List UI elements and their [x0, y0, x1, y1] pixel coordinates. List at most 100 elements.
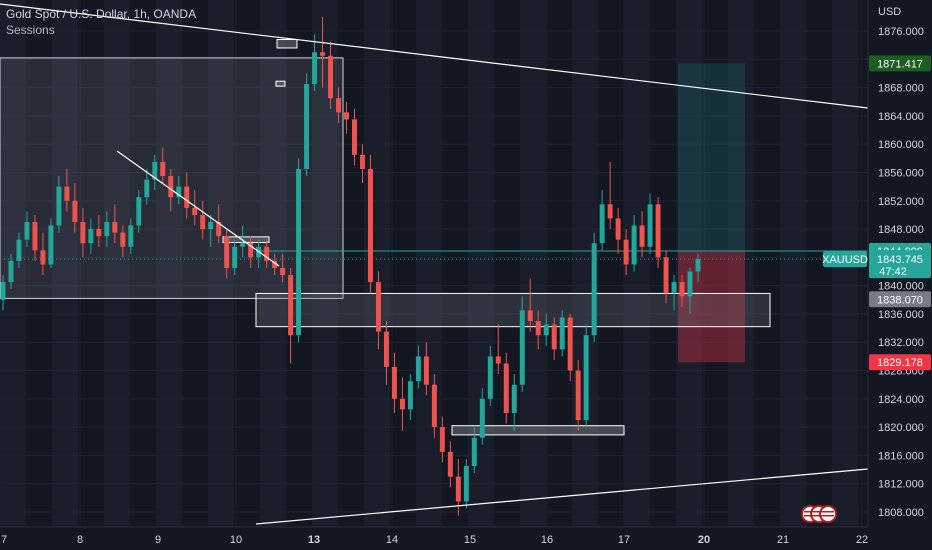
candle-body — [0, 282, 6, 300]
symbol-tag — [823, 251, 867, 268]
candle-body — [423, 356, 429, 385]
descending-trendline — [0, 3, 869, 109]
time-tick-label: 13 — [308, 534, 320, 546]
symbol-tag-label: XAUUSD — [822, 254, 868, 266]
time-tick-label: 21 — [777, 534, 789, 546]
price-tick-label: 1876.000 — [878, 26, 924, 38]
candle-body — [144, 179, 150, 198]
time-tick-label: 7 — [1, 534, 7, 546]
time-tick-label: 15 — [464, 534, 476, 546]
candle-body — [639, 225, 645, 247]
candle-body — [471, 437, 477, 467]
candle-body — [360, 154, 365, 169]
candle-body — [607, 204, 613, 219]
price-tick-label: 1824.000 — [878, 394, 924, 406]
candle-body — [487, 356, 493, 399]
candle-body — [591, 243, 597, 336]
candle-body — [511, 384, 517, 413]
price-tag — [869, 291, 931, 308]
candle-body — [24, 221, 30, 240]
candle-body — [615, 218, 621, 240]
time-tick-label: 10 — [230, 534, 242, 546]
fullscreen-toggle[interactable] — [801, 505, 837, 523]
candle-body — [136, 197, 142, 226]
drawing-layer[interactable] — [0, 38, 868, 436]
price-tick-label: 1840.000 — [878, 281, 924, 293]
time-tick-label: 20 — [698, 534, 710, 546]
candle-body — [168, 176, 174, 198]
chart-legend: Gold Spot / U.S. Dollar, 1h, OANDA Sessi… — [6, 6, 196, 38]
candle-body — [296, 168, 302, 336]
candle-body — [88, 229, 94, 244]
candle-body — [391, 366, 397, 399]
candle-body — [32, 221, 38, 251]
time-tick-label: 17 — [618, 534, 630, 546]
currency-label: USD — [878, 6, 901, 18]
candle-body — [328, 55, 334, 99]
stop-loss-zone — [678, 251, 745, 363]
symbol-title[interactable]: Gold Spot / U.S. Dollar, 1h, OANDA — [6, 7, 197, 21]
price-tick-label: 1864.000 — [878, 111, 924, 123]
candle-body — [80, 221, 86, 244]
candle-body — [535, 321, 541, 336]
candle-body — [304, 84, 310, 169]
candle-body — [495, 356, 501, 364]
current-price-label: 1843.745 — [877, 254, 923, 266]
candle-body — [208, 221, 214, 230]
flag-stripes — [804, 515, 834, 517]
candle-body — [687, 271, 693, 297]
bar-countdown-label: 47:42 — [879, 266, 907, 278]
candle-body — [527, 310, 533, 322]
candle-body — [224, 236, 230, 268]
price-tick-label: 1808.000 — [878, 507, 924, 519]
indicator-label[interactable]: Sessions — [6, 23, 55, 37]
candles-layer — [0, 16, 701, 516]
candle-body — [407, 381, 413, 410]
candle-body — [663, 257, 669, 293]
candle-body — [679, 282, 685, 297]
price-tick-label: 1848.000 — [878, 224, 924, 236]
marker-box — [276, 38, 298, 49]
candle-body — [352, 119, 357, 155]
candle-body — [56, 186, 62, 226]
candle-body — [96, 229, 102, 237]
price-tick-label: 1852.000 — [878, 196, 924, 208]
candle-body — [479, 398, 485, 438]
candle-body — [112, 221, 118, 233]
candle-body — [152, 161, 158, 180]
price-tick-label: 1832.000 — [878, 337, 924, 349]
candle-body — [240, 243, 246, 247]
marker-box — [222, 236, 270, 243]
candle-body — [599, 204, 605, 244]
candle-body — [415, 356, 421, 382]
session-band — [416, 0, 442, 527]
candle-body — [367, 168, 373, 283]
session-band — [364, 0, 390, 527]
current-price-tag — [869, 250, 931, 279]
time-tick-label: 14 — [386, 534, 398, 546]
price-tick-label: 1820.000 — [878, 422, 924, 434]
candle-body — [8, 260, 14, 283]
candle-body — [192, 207, 198, 215]
candle-body — [671, 282, 677, 293]
candle-body — [48, 225, 54, 265]
candle-body — [160, 161, 166, 177]
candle-body — [503, 363, 509, 413]
candle-body — [575, 370, 581, 421]
candle-body — [463, 466, 469, 502]
candle-body — [248, 243, 254, 258]
candle-body — [399, 398, 405, 410]
candle-body — [519, 310, 525, 385]
time-tick-label: 16 — [541, 534, 553, 546]
price-tags: 1871.4171844.8981838.0701829.1781843.745… — [822, 55, 931, 371]
trendlines-layer[interactable] — [0, 3, 869, 525]
candle-body — [200, 214, 206, 230]
candle-body — [272, 260, 278, 268]
candle-body — [176, 186, 182, 198]
session-band — [520, 0, 546, 527]
time-axis[interactable]: 7 8 9 10 13 14 15 16 17 20 21 22 — [1, 534, 868, 546]
candle-body — [104, 221, 110, 237]
candle-body — [431, 384, 437, 428]
candle-body — [655, 204, 661, 258]
